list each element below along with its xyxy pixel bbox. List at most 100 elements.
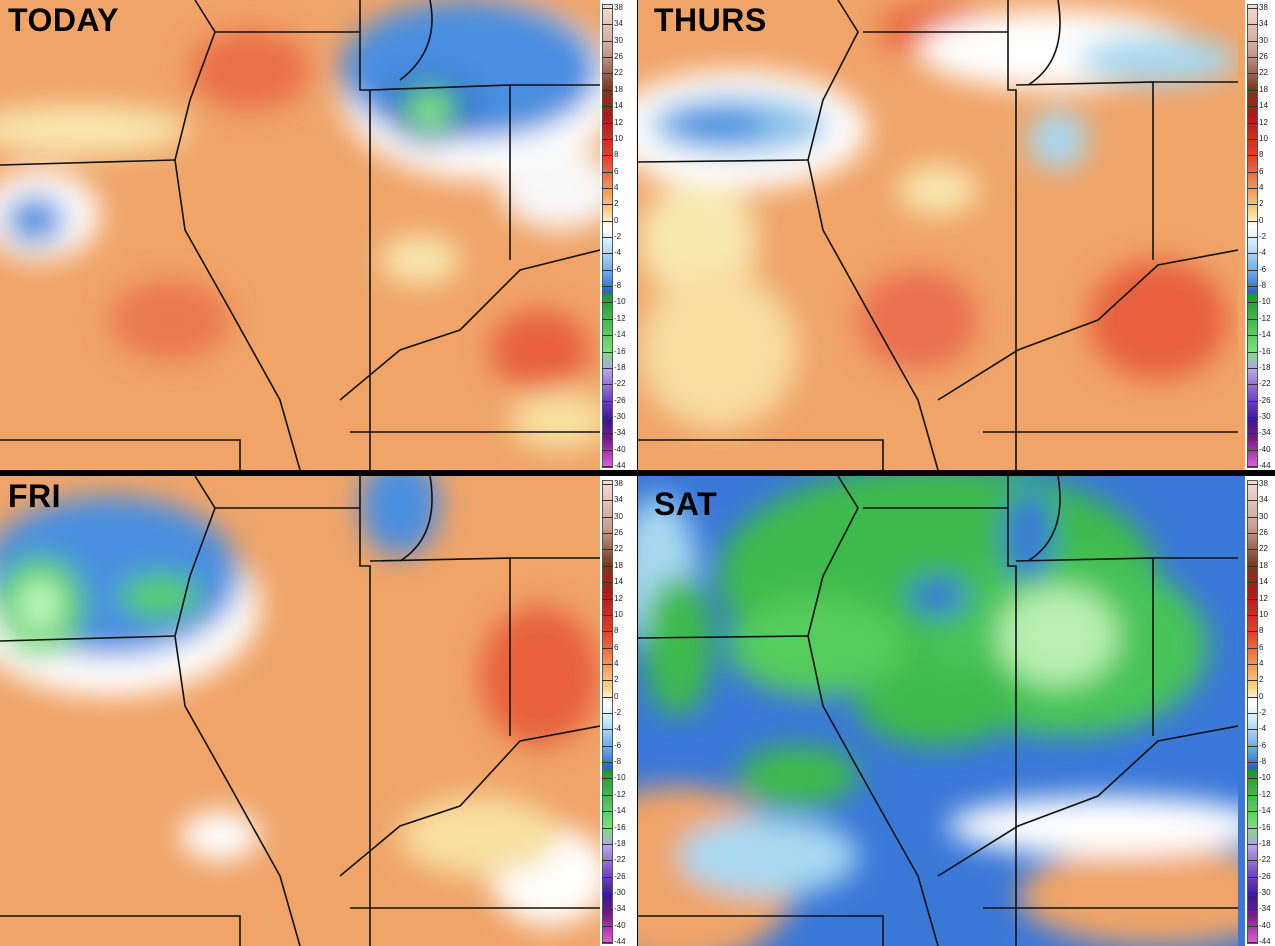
colorbar-label: 26 <box>614 528 623 538</box>
colorbar-tick <box>1247 794 1258 796</box>
colorbar-tick <box>1247 892 1258 894</box>
colorbar-label: -6 <box>614 740 622 750</box>
colorbar-tick <box>1247 24 1258 26</box>
colorbar-label: 30 <box>614 35 623 45</box>
panel-title: SAT <box>654 486 718 522</box>
colorbar-label: -10 <box>614 773 626 783</box>
colorbar-tick <box>602 647 613 649</box>
colorbar-label: -6 <box>1259 740 1267 750</box>
colorbar-label: 12 <box>614 593 623 603</box>
colorbar-tick <box>1247 614 1258 616</box>
colorbar-tick <box>1247 89 1258 91</box>
colorbar-label: -12 <box>614 313 626 323</box>
colorbar-tick <box>1247 582 1258 584</box>
colorbar-tick <box>602 892 613 894</box>
colorbar-label: -16 <box>614 346 626 356</box>
colorbar-tick <box>602 762 613 764</box>
colorbar-label: -40 <box>614 444 626 454</box>
colorbar-label: 2 <box>1259 675 1264 685</box>
colorbar-label: 22 <box>614 544 623 554</box>
colorbar-tick <box>1247 220 1258 222</box>
colorbar-label: -26 <box>614 395 626 405</box>
colorbar-label: 14 <box>614 577 623 587</box>
colorbar-strip <box>1247 4 1258 468</box>
colorbar-label: 8 <box>614 150 619 160</box>
colorbar-label: -10 <box>1259 297 1271 307</box>
colorbar-label: -4 <box>614 724 622 734</box>
colorbar-label: -26 <box>1259 395 1271 405</box>
colorbar-label: -18 <box>614 362 626 372</box>
colorbar-label: -4 <box>1259 724 1267 734</box>
colorbar-tick <box>1247 384 1258 386</box>
colorbar-label: 10 <box>1259 609 1268 619</box>
panel-title: FRI <box>8 478 62 514</box>
colorbar-tick <box>602 696 613 698</box>
map <box>0 476 600 946</box>
colorbar-tick <box>1247 8 1258 9</box>
state-borders <box>0 0 600 470</box>
colorbar-label: 26 <box>1259 52 1268 62</box>
colorbar-label: -18 <box>614 838 626 848</box>
panel-title: TODAY <box>8 2 119 38</box>
colorbar-tick <box>602 598 613 600</box>
colorbar-label: -16 <box>1259 346 1271 356</box>
colorbar-label: -2 <box>1259 232 1267 241</box>
colorbar-label: -30 <box>1259 887 1271 897</box>
colorbar-tick <box>1247 138 1258 140</box>
colorbar-label: 26 <box>614 52 623 62</box>
colorbar-label: -18 <box>1259 362 1271 372</box>
colorbar-label: 34 <box>1259 495 1268 505</box>
colorbar-tick <box>1247 729 1258 731</box>
colorbar-label: -44 <box>1259 461 1271 470</box>
colorbar-label: -30 <box>614 887 626 897</box>
colorbar-tick <box>1247 500 1258 502</box>
colorbar-tick <box>602 663 613 665</box>
colorbar-tick <box>1247 57 1258 59</box>
colorbar-tick <box>602 484 613 485</box>
colorbar-tick <box>602 8 613 9</box>
map-panel: FRI 38 34 30 26 22 18 14 12 10 8 6 4 2 0 -2 -4 -6 -8 -10 -1… <box>0 476 637 946</box>
colorbar-label: -4 <box>1259 248 1267 258</box>
colorbar-label: 6 <box>614 642 619 652</box>
colorbar-label: -40 <box>1259 920 1271 930</box>
colorbar-tick <box>602 335 613 337</box>
colorbar-label: 18 <box>1259 560 1268 570</box>
colorbar-tick <box>602 73 613 75</box>
colorbar-tick <box>602 416 613 418</box>
colorbar-tick <box>602 24 613 26</box>
colorbar-label: 12 <box>1259 593 1268 603</box>
colorbar-label: -12 <box>1259 313 1271 323</box>
panel-title: THURS <box>654 2 767 38</box>
colorbar-label: 10 <box>614 133 623 143</box>
colorbar-tick <box>1247 713 1258 714</box>
colorbar-tick <box>602 516 613 518</box>
colorbar-label: -14 <box>1259 330 1271 340</box>
colorbar-tick <box>602 351 613 353</box>
colorbar-label: 6 <box>1259 642 1264 652</box>
colorbar-label: 18 <box>614 84 623 94</box>
colorbar-tick <box>1247 318 1258 320</box>
colorbar-tick <box>1247 516 1258 518</box>
colorbar-tick <box>1247 696 1258 698</box>
colorbar-tick <box>602 729 613 731</box>
colorbar-label: -2 <box>614 232 622 241</box>
colorbar-tick <box>1247 778 1258 780</box>
colorbar-tick <box>602 843 613 845</box>
colorbar-label: -30 <box>1259 411 1271 421</box>
colorbar-tick <box>602 433 613 435</box>
colorbar-label: 14 <box>1259 577 1268 587</box>
map <box>0 0 600 470</box>
colorbar-tick <box>1247 827 1258 829</box>
colorbar-tick <box>1247 400 1258 402</box>
colorbar-label: 0 <box>614 691 619 701</box>
colorbar-label: -4 <box>614 248 622 258</box>
colorbar-label: -26 <box>1259 871 1271 881</box>
colorbar-tick <box>1247 122 1258 124</box>
colorbar-tick <box>602 253 613 255</box>
colorbar-label: -18 <box>1259 838 1271 848</box>
colorbar-label: -30 <box>614 411 626 421</box>
colorbar-label: -8 <box>1259 281 1267 291</box>
colorbar-tick <box>602 713 613 714</box>
colorbar-tick <box>1247 73 1258 75</box>
colorbar-tick <box>1247 549 1258 551</box>
